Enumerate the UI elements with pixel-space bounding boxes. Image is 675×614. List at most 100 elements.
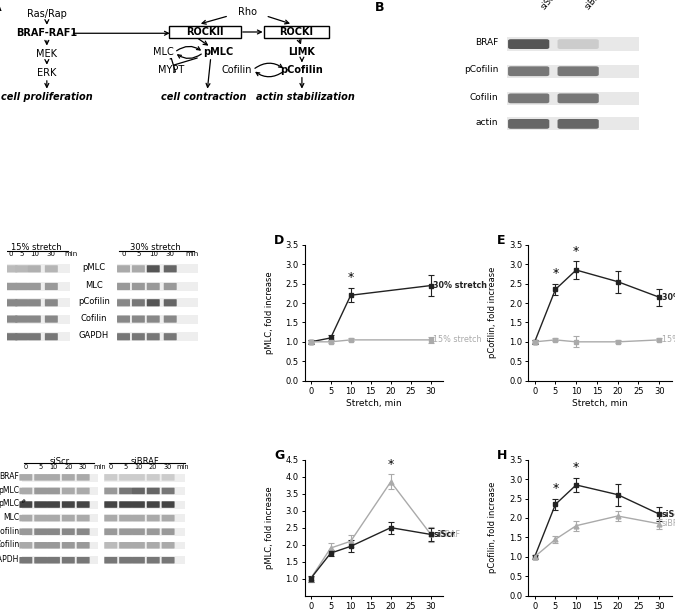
FancyBboxPatch shape xyxy=(77,515,90,521)
Text: E: E xyxy=(497,234,506,247)
FancyBboxPatch shape xyxy=(146,333,160,340)
FancyBboxPatch shape xyxy=(132,474,145,481)
Text: B: B xyxy=(375,1,384,14)
Text: pCofilin: pCofilin xyxy=(78,297,110,306)
FancyBboxPatch shape xyxy=(20,529,32,535)
Bar xyxy=(507,91,639,105)
FancyBboxPatch shape xyxy=(146,501,160,508)
FancyBboxPatch shape xyxy=(5,299,18,306)
FancyBboxPatch shape xyxy=(77,474,90,481)
FancyBboxPatch shape xyxy=(117,265,130,273)
Text: Rho: Rho xyxy=(238,7,256,17)
Text: Cofilin: Cofilin xyxy=(470,93,498,101)
FancyBboxPatch shape xyxy=(20,557,32,564)
FancyBboxPatch shape xyxy=(132,265,145,273)
FancyBboxPatch shape xyxy=(20,542,32,548)
FancyBboxPatch shape xyxy=(132,501,145,508)
Text: MYPT: MYPT xyxy=(157,65,184,75)
Text: GAPDH: GAPDH xyxy=(0,555,20,564)
FancyBboxPatch shape xyxy=(77,557,90,564)
FancyBboxPatch shape xyxy=(132,488,145,494)
Text: 5: 5 xyxy=(38,464,43,470)
FancyBboxPatch shape xyxy=(161,542,175,548)
FancyBboxPatch shape xyxy=(62,515,75,521)
FancyBboxPatch shape xyxy=(508,66,549,76)
FancyBboxPatch shape xyxy=(34,515,47,521)
Text: *: * xyxy=(552,266,558,280)
FancyBboxPatch shape xyxy=(28,333,40,340)
Bar xyxy=(105,501,185,509)
Text: H: H xyxy=(497,449,508,462)
FancyBboxPatch shape xyxy=(146,283,160,290)
FancyBboxPatch shape xyxy=(558,39,599,49)
FancyBboxPatch shape xyxy=(169,26,242,38)
FancyBboxPatch shape xyxy=(5,283,18,290)
Text: siScr: siScr xyxy=(540,0,560,11)
FancyBboxPatch shape xyxy=(146,557,160,564)
FancyBboxPatch shape xyxy=(161,557,175,564)
Bar xyxy=(117,282,198,291)
Text: 30: 30 xyxy=(164,464,172,470)
Text: pMLC: pMLC xyxy=(0,499,20,508)
FancyBboxPatch shape xyxy=(117,299,130,306)
Text: pMLC: pMLC xyxy=(0,486,20,495)
FancyBboxPatch shape xyxy=(105,501,117,508)
FancyBboxPatch shape xyxy=(508,39,549,49)
Text: 30: 30 xyxy=(47,251,56,257)
FancyBboxPatch shape xyxy=(558,119,599,129)
Y-axis label: pCofilin, fold increase: pCofilin, fold increase xyxy=(488,267,497,359)
Bar xyxy=(7,315,70,324)
FancyBboxPatch shape xyxy=(28,316,40,323)
FancyBboxPatch shape xyxy=(5,333,18,340)
Text: Cofilin: Cofilin xyxy=(80,314,107,322)
FancyBboxPatch shape xyxy=(146,299,160,306)
Bar xyxy=(507,64,639,78)
Text: 10: 10 xyxy=(134,464,142,470)
Text: G: G xyxy=(274,449,284,462)
FancyBboxPatch shape xyxy=(47,474,60,481)
FancyBboxPatch shape xyxy=(132,299,145,306)
Bar xyxy=(117,315,198,324)
FancyBboxPatch shape xyxy=(508,119,549,129)
FancyBboxPatch shape xyxy=(164,283,177,290)
FancyBboxPatch shape xyxy=(20,501,32,508)
Text: *: * xyxy=(348,271,354,284)
Text: *: * xyxy=(573,461,579,474)
Bar xyxy=(22,515,98,523)
FancyBboxPatch shape xyxy=(146,542,160,548)
FancyBboxPatch shape xyxy=(20,474,32,481)
Text: 10: 10 xyxy=(30,251,39,257)
FancyBboxPatch shape xyxy=(77,501,90,508)
Text: 10: 10 xyxy=(148,251,158,257)
FancyBboxPatch shape xyxy=(47,501,60,508)
FancyBboxPatch shape xyxy=(146,316,160,323)
Text: 5: 5 xyxy=(20,251,24,257)
FancyBboxPatch shape xyxy=(47,542,60,548)
Text: 0: 0 xyxy=(109,464,113,470)
FancyBboxPatch shape xyxy=(5,265,18,273)
Text: pMLC: pMLC xyxy=(82,263,105,273)
FancyBboxPatch shape xyxy=(146,474,160,481)
FancyBboxPatch shape xyxy=(47,515,60,521)
FancyBboxPatch shape xyxy=(164,265,177,273)
Text: 30% stretch: 30% stretch xyxy=(130,243,181,252)
FancyBboxPatch shape xyxy=(45,283,58,290)
FancyBboxPatch shape xyxy=(161,501,175,508)
FancyBboxPatch shape xyxy=(105,529,117,535)
Text: siBRAF: siBRAF xyxy=(433,530,460,539)
FancyBboxPatch shape xyxy=(132,333,145,340)
FancyBboxPatch shape xyxy=(105,557,117,564)
FancyBboxPatch shape xyxy=(161,515,175,521)
Text: LIMK: LIMK xyxy=(288,47,315,58)
FancyBboxPatch shape xyxy=(119,474,132,481)
FancyBboxPatch shape xyxy=(105,542,117,548)
Bar xyxy=(7,332,70,341)
FancyBboxPatch shape xyxy=(146,529,160,535)
FancyBboxPatch shape xyxy=(62,488,75,494)
Bar xyxy=(22,501,98,509)
Bar xyxy=(507,37,639,50)
Text: 30% stretch: 30% stretch xyxy=(662,293,675,301)
FancyBboxPatch shape xyxy=(62,529,75,535)
Text: Cofilin: Cofilin xyxy=(221,65,252,75)
Bar xyxy=(105,515,185,523)
